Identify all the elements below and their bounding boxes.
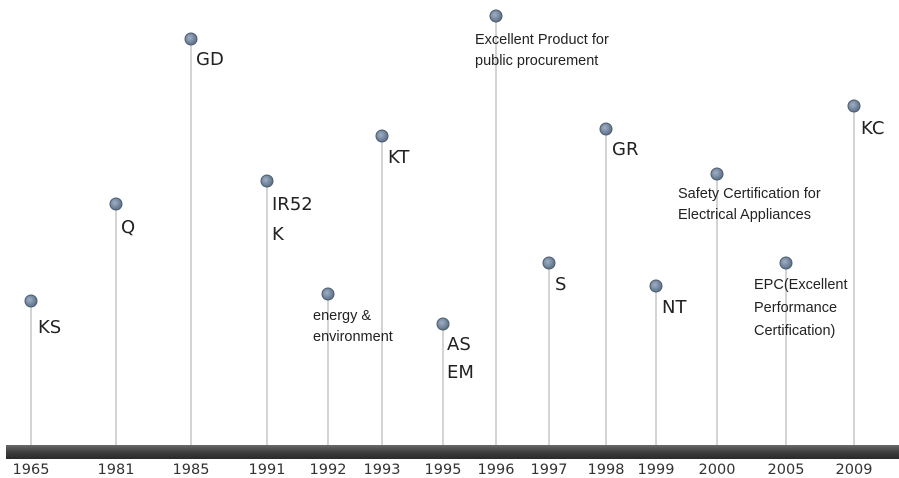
event-dot — [375, 129, 389, 143]
event-label: energy & — [313, 308, 371, 324]
event-label: Safety Certification for — [678, 186, 821, 202]
year-label: 1992 — [310, 462, 347, 478]
event-dot — [260, 174, 274, 188]
event-label: Excellent Product for — [475, 32, 609, 48]
event-label: KS — [38, 317, 61, 338]
year-label: 2005 — [768, 462, 805, 478]
event-dot — [489, 9, 503, 23]
event-dot — [184, 32, 198, 46]
timeline-bar — [6, 445, 899, 459]
event-label: KC — [861, 118, 884, 139]
event-label: Electrical Appliances — [678, 207, 811, 223]
event-label: NT — [662, 297, 687, 318]
event-label: EPC(Excellent — [754, 277, 847, 293]
event-label: environment — [313, 329, 393, 345]
year-label: 1998 — [588, 462, 625, 478]
event-dot — [649, 279, 663, 293]
stems — [30, 16, 855, 446]
event-label: GR — [612, 139, 638, 160]
year-label: 1996 — [478, 462, 515, 478]
year-label: 1991 — [249, 462, 286, 478]
event-label: AS — [447, 334, 471, 355]
event-label: KT — [388, 147, 410, 168]
year-label: 1993 — [364, 462, 401, 478]
event-label: S — [555, 274, 566, 295]
event-dot — [710, 167, 724, 181]
event-label: public procurement — [475, 53, 598, 69]
event-label: GD — [196, 49, 224, 70]
event-dot — [599, 122, 613, 136]
event-dot — [779, 256, 793, 270]
year-label: 1997 — [531, 462, 568, 478]
event-dot — [321, 287, 335, 301]
year-label: 1981 — [98, 462, 135, 478]
events: KS 1965 Q 1981 GD 1985 IR52 K 1991 energy & enviro… — [13, 9, 884, 478]
event-dot — [436, 317, 450, 331]
event-dot — [542, 256, 556, 270]
year-label: 1999 — [638, 462, 675, 478]
event-label: EM — [447, 362, 474, 383]
event-dot — [847, 99, 861, 113]
year-label: 2000 — [699, 462, 736, 478]
year-label: 2009 — [836, 462, 873, 478]
year-label: 1965 — [13, 462, 50, 478]
year-label: 1985 — [173, 462, 210, 478]
event-label: Q — [121, 217, 135, 238]
event-dot — [24, 294, 38, 308]
event-dot — [109, 197, 123, 211]
event-label: Certification) — [754, 323, 835, 339]
event-label: K — [272, 224, 285, 245]
event-label: Performance — [754, 300, 837, 316]
year-label: 1995 — [425, 462, 462, 478]
event-label: IR52 — [272, 194, 313, 215]
